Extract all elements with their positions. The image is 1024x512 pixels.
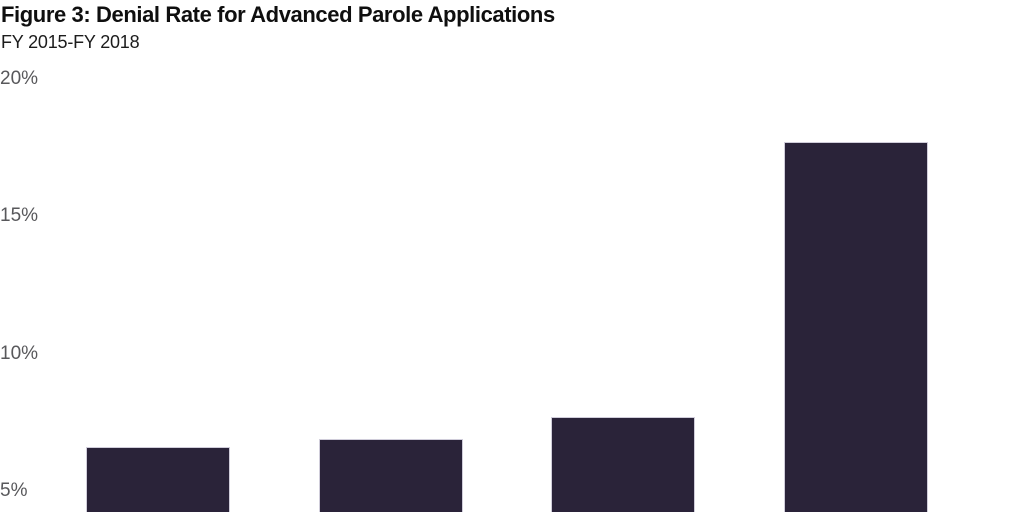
y-axis-tick-label: 10%: [0, 342, 39, 364]
y-axis-tick-label: 15%: [0, 205, 39, 227]
y-axis-tick-label: 20%: [0, 68, 39, 90]
bar-fy-2016: [318, 438, 463, 512]
bar-fy-2018: [783, 142, 928, 512]
bar-fy-2017: [551, 416, 695, 512]
chart-subtitle: FY 2015-FY 2018: [1, 32, 140, 52]
chart-title: Figure 3: Denial Rate for Advanced Parol…: [1, 2, 555, 27]
bar-fy-2015: [86, 447, 230, 512]
y-axis-tick-label: 5%: [0, 480, 28, 501]
